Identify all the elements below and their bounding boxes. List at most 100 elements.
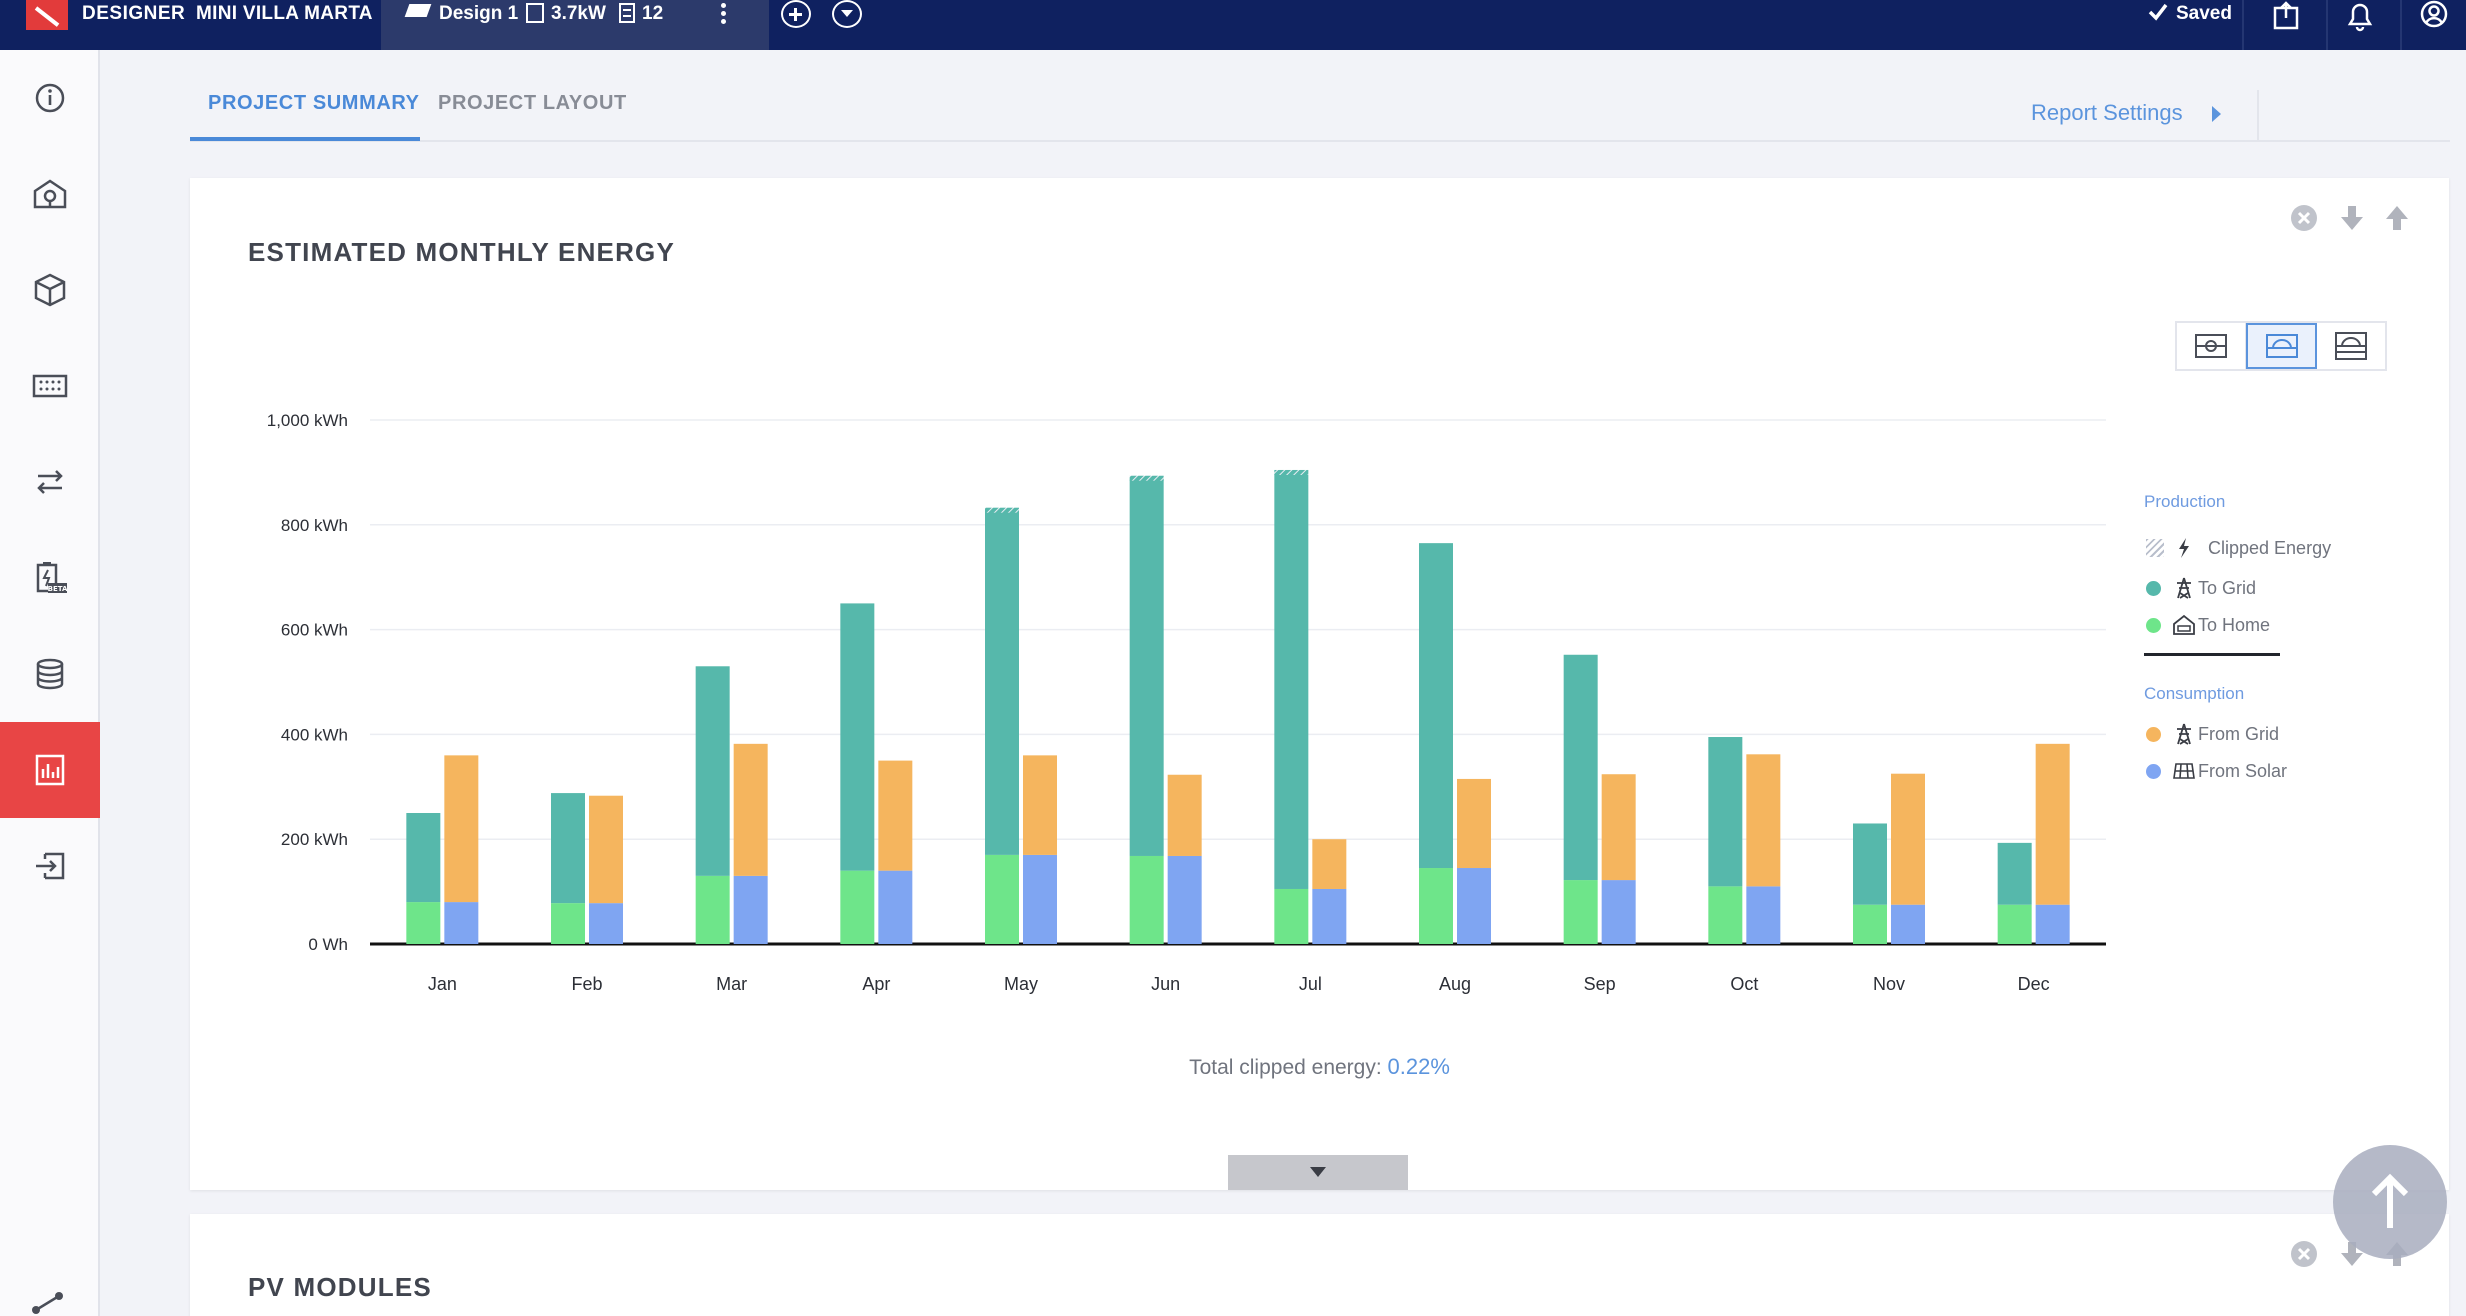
bar-to-home-nov xyxy=(1853,904,1887,944)
module-count: 12 xyxy=(642,3,664,24)
logo-icon[interactable] xyxy=(26,0,68,30)
bar-from-grid-feb xyxy=(589,795,623,904)
legend-item-from-grid[interactable]: From Grid xyxy=(2144,722,2404,746)
x-tick-label: Aug xyxy=(1439,974,1471,994)
sidebar-item-info[interactable] xyxy=(0,50,100,146)
bar-to-grid-dec xyxy=(1997,842,2032,905)
swatch xyxy=(2146,727,2161,742)
bar-from-solar-jul xyxy=(1312,888,1347,944)
divider xyxy=(2242,0,2244,50)
saved-status: Saved xyxy=(2176,3,2232,24)
x-axis-ticks: Jan Feb Mar Apr May Jun Jul Aug Sep Oct Nov Dec xyxy=(428,974,2050,994)
view-production-button[interactable] xyxy=(2245,323,2318,369)
chart-both-icon xyxy=(2335,332,2368,360)
export-icon[interactable] xyxy=(2270,0,2302,32)
sidebar-item-site[interactable] xyxy=(0,146,100,242)
arrow-up-icon xyxy=(2371,1173,2409,1228)
scroll-to-top-button[interactable] xyxy=(2333,1145,2447,1259)
move-up-icon[interactable] xyxy=(2382,203,2412,233)
bar-to-home-apr xyxy=(840,870,875,944)
sidebar-item-report[interactable] xyxy=(0,722,100,818)
home-icon xyxy=(2173,614,2195,635)
bar-to-grid-may xyxy=(985,511,1019,855)
sidebar-item-data[interactable] xyxy=(0,626,100,722)
add-design-button[interactable] xyxy=(781,0,811,28)
x-tick-label: Mar xyxy=(716,974,747,994)
sidebar-item-export[interactable] xyxy=(0,818,100,914)
bar-to-grid-feb xyxy=(551,793,585,904)
view-both-button[interactable] xyxy=(2317,323,2385,369)
bar-from-solar-jun xyxy=(1167,855,1202,944)
report-settings-link[interactable]: Report Settings xyxy=(2031,100,2183,125)
design-tab[interactable]: Design 1 3.7kW 12 xyxy=(381,0,769,50)
legend-divider xyxy=(2144,653,2280,656)
legend-production-heading: Production xyxy=(2144,492,2226,511)
app-brand: DESIGNER xyxy=(82,3,186,24)
sidebar-item-model[interactable] xyxy=(0,242,100,338)
sidebar-item-storage[interactable]: BETA xyxy=(0,530,100,626)
caret-right-icon[interactable] xyxy=(2212,106,2221,122)
legend-item-to-grid[interactable]: To Grid xyxy=(2144,576,2404,600)
check-icon xyxy=(2148,3,2168,21)
bar-to-grid-sep xyxy=(1563,654,1598,881)
kebab-menu-icon[interactable] xyxy=(719,0,727,30)
x-tick-label: Sep xyxy=(1584,974,1616,994)
top-bar: DESIGNER MINI VILLA MARTA Design 1 3.7kW… xyxy=(0,0,2466,50)
remove-section-icon[interactable] xyxy=(2289,203,2319,233)
divider xyxy=(2257,90,2259,142)
bar-from-solar-aug xyxy=(1457,868,1491,944)
divider xyxy=(2400,0,2402,50)
house-plug-icon xyxy=(33,179,67,209)
bar-to-grid-aug xyxy=(1419,543,1453,869)
hatch-swatch xyxy=(2146,539,2164,557)
legend-label: Clipped Energy xyxy=(2208,538,2332,558)
sidebar: BETA xyxy=(0,50,100,1316)
tab-project-layout[interactable]: PROJECT LAYOUT xyxy=(438,92,627,114)
bar-from-solar-feb xyxy=(589,903,623,944)
bar-to-home-oct xyxy=(1708,886,1743,944)
view-net-button[interactable] xyxy=(2177,323,2246,369)
project-name[interactable]: MINI VILLA MARTA xyxy=(196,3,373,24)
bar-from-solar-apr xyxy=(878,870,913,944)
bar-to-home-feb xyxy=(551,903,585,944)
design-name: Design 1 xyxy=(439,3,519,24)
bar-to-grid-nov xyxy=(1853,823,1887,905)
bar-from-grid-may xyxy=(1023,755,1057,855)
account-icon[interactable] xyxy=(2418,0,2450,32)
clipped-value: 0.22% xyxy=(1387,1054,1450,1079)
bar-to-grid-oct xyxy=(1708,737,1743,887)
bar-to-home-jan xyxy=(406,902,441,944)
bar-to-home-jun xyxy=(1129,855,1164,944)
x-tick-label: Apr xyxy=(862,974,890,994)
sidebar-item-wiring[interactable] xyxy=(0,434,100,530)
bar-from-solar-nov xyxy=(1891,904,1925,944)
bar-to-grid-jan xyxy=(406,813,441,903)
total-clipped-energy: Total clipped energy: 0.22% xyxy=(190,1054,2449,1080)
x-tick-label: Jan xyxy=(428,974,457,994)
bell-icon[interactable] xyxy=(2344,0,2376,32)
bar-from-grid-jul xyxy=(1312,839,1347,889)
legend-item-from-solar[interactable]: From Solar xyxy=(2144,759,2404,783)
bar-from-grid-apr xyxy=(878,760,913,871)
sidebar-item-modules[interactable] xyxy=(0,338,100,434)
legend-item-to-home[interactable]: To Home xyxy=(2144,613,2404,637)
design-icon xyxy=(404,4,432,17)
divider xyxy=(2326,0,2328,50)
bar-clipped-jul xyxy=(1274,469,1309,475)
tab-project-summary[interactable]: PROJECT SUMMARY xyxy=(208,92,420,114)
y-tick-label: 800 kWh xyxy=(281,516,348,535)
bar-from-grid-dec xyxy=(2035,743,2070,905)
collapse-section-button[interactable] xyxy=(1228,1155,1408,1190)
card-title: ESTIMATED MONTHLY ENERGY xyxy=(248,237,676,267)
design-dropdown-button[interactable] xyxy=(832,0,862,28)
share-icon[interactable] xyxy=(30,1290,66,1316)
x-tick-label: Nov xyxy=(1873,974,1905,994)
y-tick-label: 0 Wh xyxy=(308,935,348,954)
y-axis-ticks: 0 Wh 200 kWh 400 kWh 600 kWh 800 kWh 1,000 kW… xyxy=(267,411,348,954)
move-down-icon[interactable] xyxy=(2337,1239,2367,1269)
bar-to-grid-jun xyxy=(1129,479,1164,856)
chart-bars xyxy=(406,469,2070,944)
move-down-icon[interactable] xyxy=(2337,203,2367,233)
remove-section-icon[interactable] xyxy=(2289,1239,2319,1269)
legend-item-clipped[interactable]: Clipped Energy xyxy=(2144,536,2404,560)
